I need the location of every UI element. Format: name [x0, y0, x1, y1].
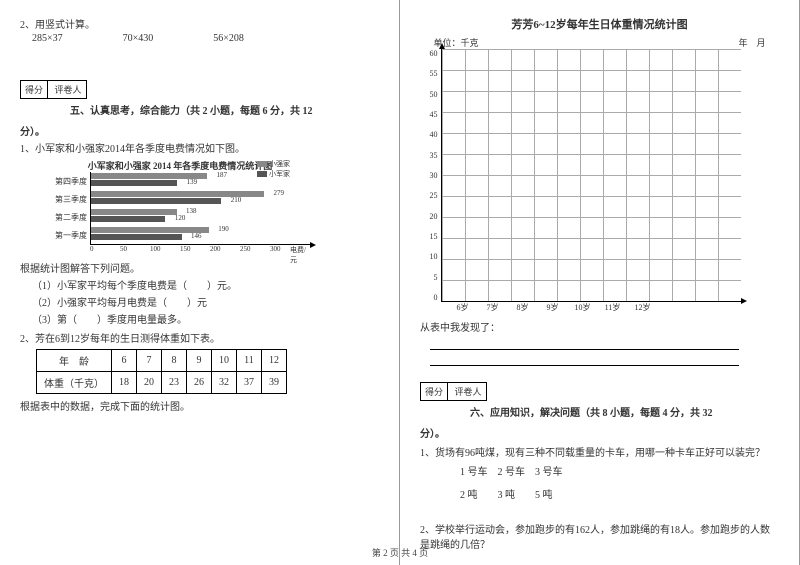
left-page: 2、用竖式计算。 285×37 70×430 56×208 得分 评卷人 五、认…: [0, 0, 400, 565]
section-6-title: 六、应用知识，解决问题（共 8 小题，每题 4 分，共 32: [470, 404, 779, 419]
score-label-6: 得分: [421, 383, 448, 400]
score-label: 得分: [21, 81, 48, 98]
section-6-cont: 分）。: [420, 425, 779, 440]
p1-sub3: （3）第（ ）季度用电量最多。: [32, 311, 379, 326]
grid-area: [441, 49, 741, 302]
p1-sub1: （1）小军家平均每个季度电费是（ ）元。: [32, 277, 379, 292]
q6-1: 1、货场有96吨煤，现有三种不同载重量的卡车，用哪一种卡车正好可以装完？: [420, 444, 779, 459]
q6-1-opts: 1 号车 2 号车 3 号车: [460, 463, 779, 478]
grader-label: 评卷人: [51, 81, 86, 98]
th-age: 年 龄: [37, 350, 112, 372]
p1-after: 根据统计图解答下列问题。: [20, 260, 379, 275]
grid-date: 年 月: [738, 36, 765, 49]
p2-after: 根据表中的数据，完成下面的统计图。: [20, 398, 379, 413]
bar-x-axis: 050100 150200250 300电费/元: [90, 244, 310, 256]
findings-label: 从表中我发现了：: [420, 319, 779, 334]
p1-text: 1、小军家和小强家2014年各季度电费情况如下图。: [20, 140, 379, 155]
grid-title: 芳芳6~12岁每年生日体重情况统计图: [430, 16, 770, 32]
weight-table: 年 龄6789101112 体重（千克）18202326323739: [36, 349, 287, 394]
th-weight: 体重（千克）: [37, 372, 112, 394]
y-axis-labels: 605550454035302520151050: [430, 49, 441, 302]
p2-text: 2、芳在6到12岁每年的生日测得体重如下表。: [20, 330, 379, 345]
q2-title: 2、用竖式计算。: [20, 16, 379, 31]
q2-items: 285×37 70×430 56×208: [32, 33, 379, 44]
right-page: 芳芳6~12岁每年生日体重情况统计图 单位：千克 年 月 60555045403…: [400, 0, 800, 565]
x-axis-label: 电费/元: [290, 245, 310, 265]
legend-a: 小强家: [269, 159, 290, 169]
calc-1: 285×37: [32, 33, 63, 44]
p1-sub2: （2）小强家平均每月电费是（ ）元: [32, 294, 379, 309]
grader-label-6: 评卷人: [451, 383, 486, 400]
calc-3: 56×208: [213, 33, 244, 44]
section-5-cont: 分）。: [20, 123, 379, 138]
findings-line-1: [430, 338, 739, 350]
bar-chart: 小军家和小强家 2014 年各季度电费情况统计图 小强家 小军家 第四季度187…: [50, 159, 310, 256]
calc-2: 70×430: [123, 33, 154, 44]
q6-1-vals: 2 吨 3 吨 5 吨: [460, 486, 779, 501]
findings-line-2: [430, 354, 739, 366]
findings-text: 从表中我发现了：: [420, 323, 500, 334]
section-5-title: 五、认真思考，综合能力（共 2 小题，每题 6 分，共 12: [70, 102, 379, 117]
grid-chart: 芳芳6~12岁每年生日体重情况统计图 单位：千克 年 月 60555045403…: [430, 16, 770, 313]
x-axis-labels: 6岁7岁8岁9岁10岁11岁12岁: [448, 302, 770, 313]
score-box-6: 得分 评卷人: [420, 382, 487, 401]
score-box-5: 得分 评卷人: [20, 80, 87, 99]
page-footer: 第 2 页 共 4 页: [0, 546, 800, 559]
